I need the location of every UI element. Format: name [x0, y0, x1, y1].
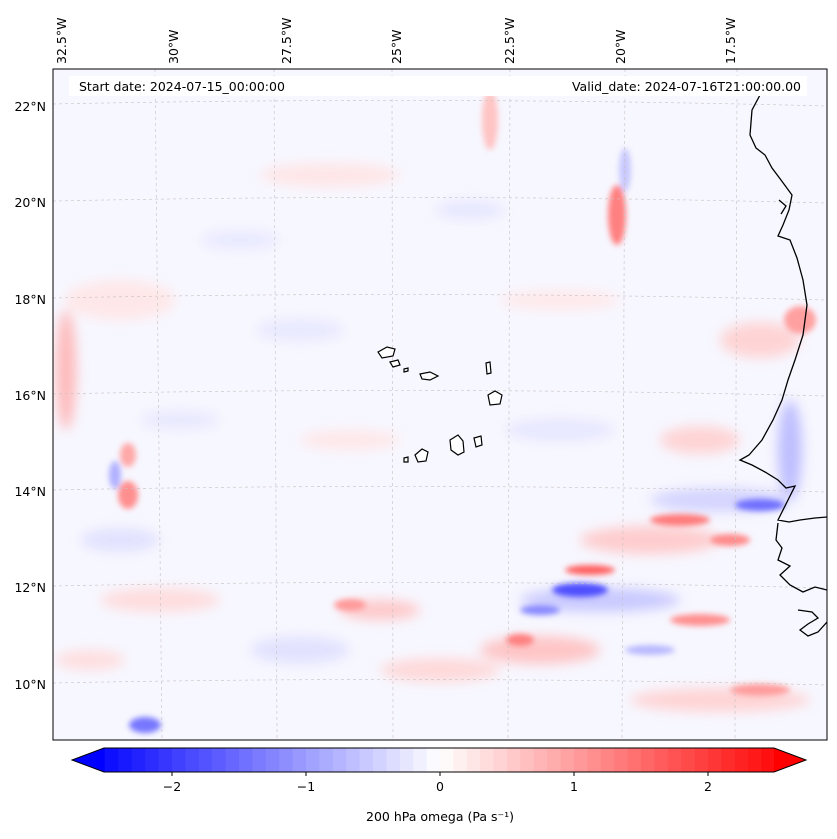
- colorbar-cell: [574, 748, 588, 772]
- colorbar-cell: [761, 748, 775, 772]
- longitude-labels: 32.5°W 30°W 27.5°W 25°W 22.5°W 20°W 17.5…: [54, 18, 738, 64]
- lat-label: 16°N: [14, 388, 46, 403]
- cape-verde-islands: [377, 346, 503, 463]
- colorbar-cell: [292, 748, 307, 772]
- lon-label: 32.5°W: [54, 18, 69, 64]
- coastline: [738, 94, 827, 637]
- colorbar-cell: [279, 748, 294, 772]
- colorbar-cell: [560, 748, 575, 772]
- lon-label: 22.5°W: [502, 18, 517, 64]
- colorbar-tick-label: −2: [163, 779, 181, 794]
- colorbar-cell: [225, 748, 240, 772]
- colorbar-label: 200 hPa omega (Pa s⁻¹): [366, 809, 514, 824]
- colorbar-cell: [507, 748, 521, 772]
- map-background: [53, 69, 827, 740]
- colorbar-cell: [654, 748, 669, 772]
- colorbar-cells: [72, 748, 806, 772]
- colorbar-cell: [533, 748, 548, 772]
- colorbar-cell: [627, 748, 642, 772]
- colorbar-cell: [332, 748, 347, 772]
- lat-label: 18°N: [14, 292, 46, 307]
- colorbar-cell: [681, 748, 696, 772]
- colorbar-cell: [426, 748, 441, 772]
- colorbar-cell: [185, 748, 200, 772]
- colorbar-cell: [399, 748, 414, 772]
- map-frame: [52, 68, 828, 741]
- colorbar-cell: [587, 748, 602, 772]
- lat-label: 14°N: [14, 484, 46, 499]
- colorbar-cell: [547, 748, 562, 772]
- colorbar-cell: [413, 748, 428, 772]
- colorbar-cell: [212, 748, 227, 772]
- lat-label: 12°N: [14, 580, 46, 595]
- lat-label: 22°N: [14, 99, 46, 114]
- lat-label: 20°N: [14, 195, 46, 210]
- colorbar-cell: [440, 748, 454, 772]
- colorbar-high-extend: [774, 748, 806, 772]
- start-date-label: Start date: 2024-07-15_00:00:00: [79, 79, 285, 94]
- colorbar-tick-label: 0: [436, 779, 444, 794]
- colorbar-cell: [748, 748, 763, 772]
- colorbar-outline: [70, 747, 808, 773]
- colorbar-cell: [172, 748, 186, 772]
- date-header-bar: [69, 76, 807, 96]
- colorbar-cell: [319, 748, 334, 772]
- colorbar-cell: [105, 748, 119, 772]
- omega-field: [53, 69, 827, 740]
- colorbar-cell: [145, 748, 160, 772]
- lon-label: 30°W: [166, 29, 181, 64]
- valid-date-label: Valid_date: 2024-07-16T21:00:00.00: [572, 79, 801, 94]
- colorbar-cell: [734, 748, 749, 772]
- colorbar-tick-label: 1: [570, 779, 578, 794]
- colorbar-cell: [667, 748, 682, 772]
- colorbar-cell: [493, 748, 508, 772]
- colorbar-cell: [198, 748, 213, 772]
- colorbar-tick-label: −1: [297, 779, 315, 794]
- colorbar-cell: [520, 748, 535, 772]
- lat-label: 10°N: [14, 677, 46, 692]
- colorbar-cell: [118, 748, 133, 772]
- colorbar-cell: [239, 748, 253, 772]
- map-panel: Start date: 2024-07-15_00:00:00 Valid_da…: [52, 68, 828, 741]
- graticule: [53, 69, 827, 740]
- colorbar-cell: [306, 748, 320, 772]
- lon-label: 27.5°W: [279, 18, 294, 64]
- colorbar-cell: [373, 748, 387, 772]
- colorbar-cell: [131, 748, 146, 772]
- colorbar-ticks: [171, 772, 709, 776]
- colorbar-cell: [359, 748, 374, 772]
- latitude-labels: 22°N 20°N 18°N 16°N 14°N 12°N 10°N: [14, 99, 46, 692]
- colorbar-cell: [600, 748, 615, 772]
- colorbar-cell: [641, 748, 655, 772]
- colorbar-cell: [694, 748, 709, 772]
- colorbar-low-extend: [72, 748, 104, 772]
- colorbar-cell: [346, 748, 361, 772]
- colorbar-cell: [614, 748, 629, 772]
- colorbar-cell: [252, 748, 267, 772]
- lon-label: 17.5°W: [723, 18, 738, 64]
- colorbar-cell: [265, 748, 280, 772]
- colorbar-cell: [708, 748, 722, 772]
- colorbar-cell: [466, 748, 481, 772]
- colorbar-cell: [453, 748, 468, 772]
- colorbar-tick-label: 2: [704, 779, 712, 794]
- colorbar-cell: [721, 748, 736, 772]
- colorbar-cell: [386, 748, 401, 772]
- lon-label: 25°W: [389, 29, 404, 64]
- colorbar-cell: [158, 748, 173, 772]
- colorbar: −2 −1 0 1 2 200 hPa omega (Pa s⁻¹): [70, 747, 808, 824]
- colorbar-cell: [104, 748, 106, 772]
- colorbar-cell: [480, 748, 495, 772]
- lon-label: 20°W: [613, 29, 628, 64]
